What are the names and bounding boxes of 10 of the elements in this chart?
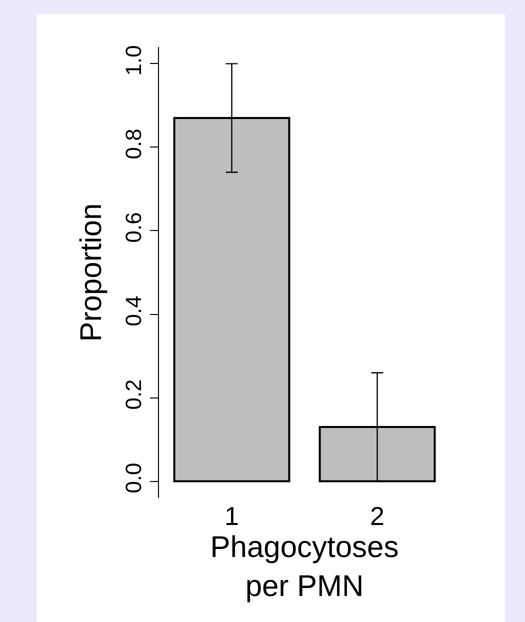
y-axis-title: Proportion <box>75 203 108 342</box>
y-tick-label: 0.6 <box>121 212 146 243</box>
y-tick-label: 0.8 <box>121 128 146 160</box>
x-tick-label: 2 <box>370 501 384 531</box>
y-tick-label: 1.0 <box>121 45 146 76</box>
x-axis-title: Phagocytoses per PMN <box>210 531 399 603</box>
y-tick-label: 0.4 <box>121 296 146 326</box>
x-tick-label: 1 <box>224 501 239 531</box>
y-tick-label: 0.2 <box>121 379 146 410</box>
y-tick-label: 0.0 <box>121 462 146 494</box>
